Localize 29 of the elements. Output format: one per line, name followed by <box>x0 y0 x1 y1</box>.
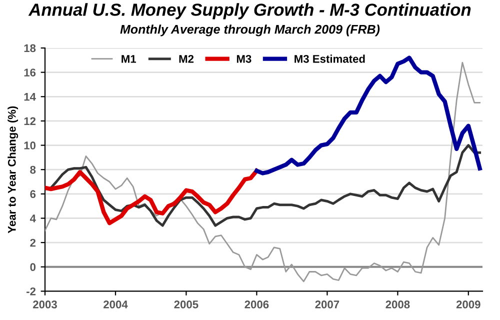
x-tick-label: 2006 <box>244 300 269 308</box>
y-tick-label: 10 <box>24 142 36 150</box>
y-tick-label: 0 <box>30 263 36 272</box>
x-tick-label: 2007 <box>315 300 340 308</box>
x-tick-label: 2009 <box>456 300 480 308</box>
x-tick-label: 2003 <box>33 300 57 308</box>
line-series <box>45 62 480 282</box>
x-tick-label: 2004 <box>104 300 128 308</box>
line-series <box>254 56 482 176</box>
chart-subtitle: Monthly Average through March 2009 (FRB) <box>120 24 380 36</box>
y-tick-label: 18 <box>24 44 36 52</box>
y-tick-label: 2 <box>30 238 36 247</box>
line-series <box>45 144 482 227</box>
legend-label: M3 Estimated <box>294 54 365 63</box>
chart-title: Annual U.S. Money Supply Growth - M-3 Continuation <box>28 3 471 20</box>
y-tick-label: 4 <box>30 214 36 222</box>
y-tick-label: 16 <box>24 68 36 76</box>
line-series <box>45 168 259 226</box>
legend-label: M3 <box>236 54 252 63</box>
y-tick-label: 12 <box>24 117 36 125</box>
y-axis-title: Year to Year Change (%) <box>8 106 18 234</box>
x-tick-label: 2005 <box>174 300 198 308</box>
y-tick-label: 8 <box>30 166 36 174</box>
y-tick-label: -2 <box>26 287 36 296</box>
legend-label: M2 <box>179 54 194 63</box>
x-tick-label: 2008 <box>386 300 410 308</box>
legend-label: M1 <box>122 55 136 63</box>
y-tick-label: 6 <box>30 190 36 198</box>
y-tick-label: 14 <box>24 93 36 101</box>
